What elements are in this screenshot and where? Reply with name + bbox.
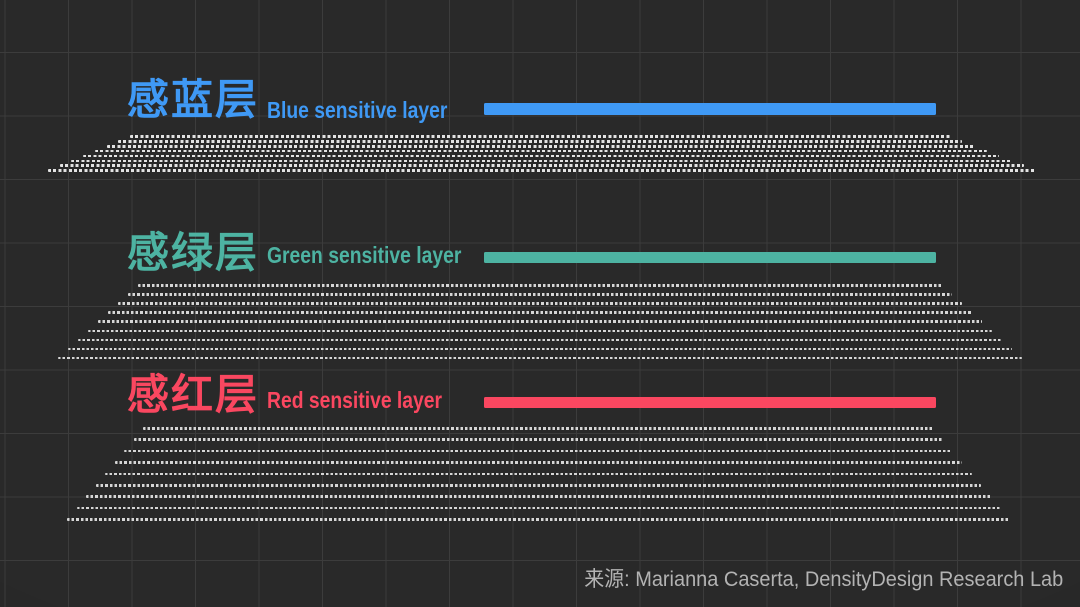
dot-row (67, 518, 1010, 521)
dot-row (76, 506, 1001, 510)
dot-row (86, 495, 991, 498)
dot-row (95, 484, 982, 487)
red-layer-color-bar (484, 397, 936, 408)
dot-row (143, 427, 933, 430)
blue-layer-title-zh: 感蓝层 (127, 76, 260, 123)
dot-row (133, 438, 943, 441)
green-layer-title-zh: 感绿层 (127, 229, 260, 276)
red-layer-title-zh: 感红层 (127, 371, 260, 418)
blue-layer-title-en: Blue sensitive layer (267, 97, 448, 123)
blue-layer-color-bar (484, 103, 936, 115)
dot-row (114, 461, 962, 464)
green-layer-title-en: Green sensitive layer (267, 242, 462, 268)
red-layer-title-en: Red sensitive layer (267, 387, 443, 413)
green-layer-color-bar (484, 252, 936, 263)
source-credit: 来源: Marianna Caserta, DensityDesign Rese… (583, 568, 1063, 591)
dot-row (105, 472, 972, 476)
dot-row (124, 449, 953, 453)
